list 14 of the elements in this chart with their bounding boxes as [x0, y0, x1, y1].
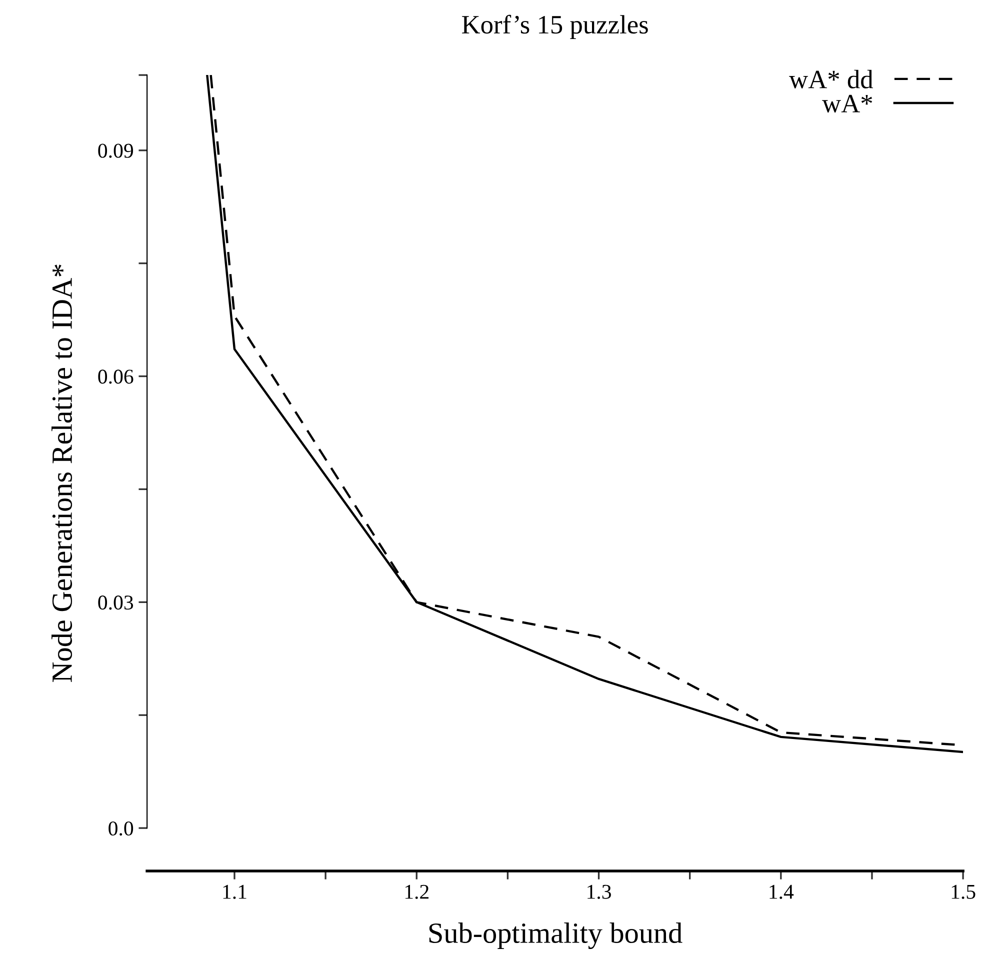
y-tick-label: 0.0	[108, 821, 134, 836]
x-tick-label: 1.4	[770, 884, 794, 899]
y-tick-label: 0.03	[98, 596, 134, 610]
y-tick-label: 0.06	[98, 370, 134, 384]
chart-title: Korf’s 15 puzzles	[462, 14, 648, 40]
x-tick-label: 1.1	[223, 884, 246, 899]
y-axis-title: Node Generations Relative to IDA*	[52, 264, 72, 682]
legend-label: wA*	[822, 94, 872, 113]
legend-label: wA* dd	[789, 70, 874, 88]
y-tick-label: 0.09	[98, 144, 134, 158]
x-tick-label: 1.5	[952, 884, 976, 899]
x-tick-label: 1.2	[405, 884, 428, 899]
x-tick-label: 1.3	[588, 884, 611, 899]
x-axis-title: Sub-optimality bound	[429, 922, 682, 950]
